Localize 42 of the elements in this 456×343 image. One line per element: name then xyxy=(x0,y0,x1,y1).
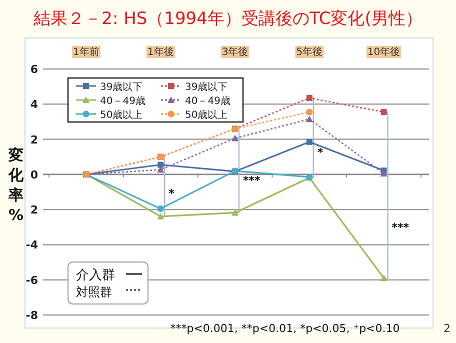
y-tick-label: 0 xyxy=(30,168,38,182)
x-tick-label: 1年後 xyxy=(147,46,174,58)
x-tick-label: 1年前 xyxy=(73,46,100,58)
text: ***p<0.001, **p<0.01, *p<0.05, ⁺p<0.10 xyxy=(170,322,400,335)
y-tick-label: 2 xyxy=(30,204,38,217)
point xyxy=(380,170,388,177)
annotation: 介入群 xyxy=(76,268,115,283)
x-tick-label: 5年後 xyxy=(296,46,323,58)
annotation: * xyxy=(168,187,175,200)
annotation: *** xyxy=(243,174,261,187)
text: 2 xyxy=(444,322,450,335)
x-tick-label: 10年後 xyxy=(367,46,400,58)
annotation: 対照群 xyxy=(76,285,112,299)
y-tick-label: 2 xyxy=(30,133,38,146)
point xyxy=(157,205,164,212)
legend-label: 40－49歳 xyxy=(185,95,230,107)
legend-label: 50歳以上 xyxy=(100,109,143,121)
point xyxy=(380,274,388,282)
annotation: *** xyxy=(392,221,410,234)
y-tick-label: 4 xyxy=(30,98,38,112)
y-tick-label: 6 xyxy=(30,63,38,76)
point xyxy=(232,209,238,216)
point xyxy=(232,134,238,142)
legend-label: 39歳以下 xyxy=(185,81,228,93)
chart-title: 結果２－2: HS（1994年）受講後のTC変化(男性） xyxy=(32,9,422,29)
point xyxy=(306,108,313,116)
legend-label: 39歳以下 xyxy=(100,81,143,93)
point xyxy=(306,94,312,101)
point xyxy=(380,109,387,116)
y-tick-label: -6 xyxy=(26,274,38,287)
x-tick-label: 3年後 xyxy=(222,46,248,58)
legend-label: 50歳以上 xyxy=(185,109,228,121)
point xyxy=(157,212,164,220)
y-axis-title: 変化率% xyxy=(8,146,24,224)
point xyxy=(306,138,312,145)
point xyxy=(306,116,313,122)
point xyxy=(158,162,164,168)
legend-label: 40－49歳 xyxy=(100,95,146,107)
y-tick-label: -8 xyxy=(26,309,38,322)
point xyxy=(157,166,164,173)
annotation: * xyxy=(317,146,324,159)
y-tick-label: -4 xyxy=(26,238,38,252)
